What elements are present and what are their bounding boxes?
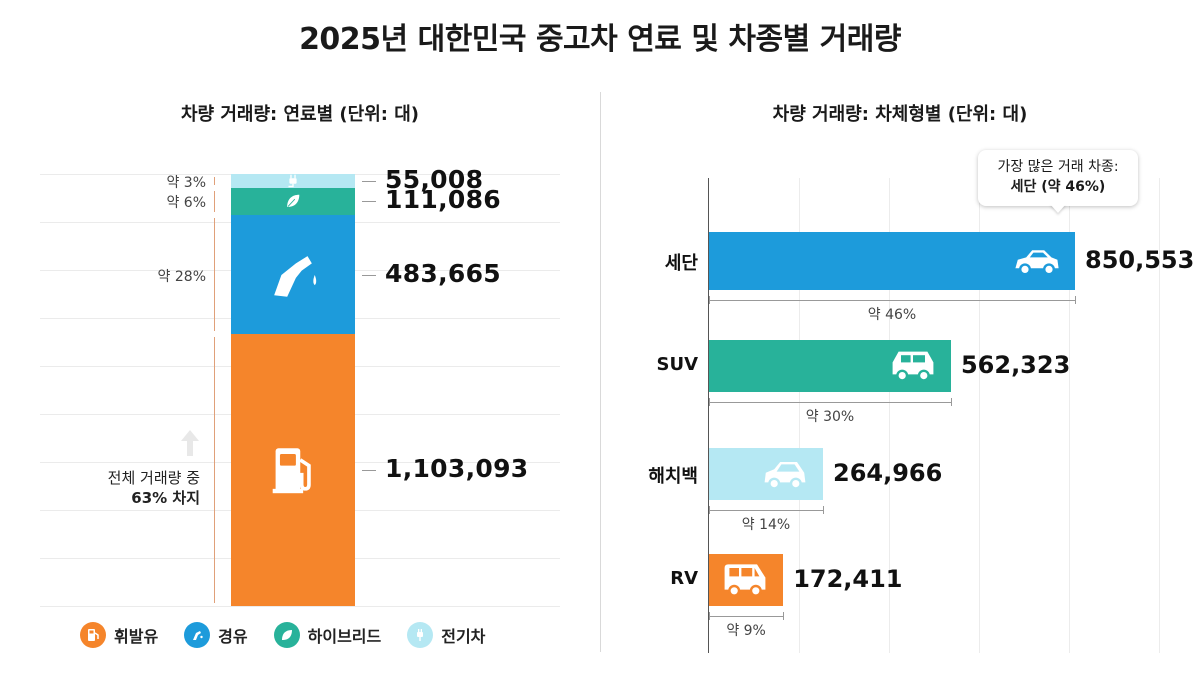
category-label-rv: RV (670, 568, 698, 589)
percent-span-cap (709, 296, 710, 304)
value-label-hatchback: 264,966 (833, 459, 943, 487)
category-label-hatchback: 해치백 (648, 466, 698, 487)
percent-span-cap (1075, 296, 1076, 304)
legend-label-hybrid: 하이브리드 (307, 627, 382, 646)
legend-label-diesel: 경유 (218, 627, 248, 646)
callout-tail (1050, 204, 1066, 213)
percent-label-sedan: 약 46% (867, 307, 917, 323)
segment-bracket (214, 337, 215, 603)
legend-item-gasoline: 휘발유 (80, 622, 158, 648)
percent-span-cap (823, 506, 825, 514)
sedan-icon (1015, 250, 1059, 276)
percent-span-line (709, 510, 824, 511)
percent-label-hybrid: 약 6% (166, 195, 206, 212)
value-leader (362, 201, 376, 203)
fuel-chart-title: 차량 거래량: 연료별 (단위: 대) (180, 104, 420, 125)
value-label-suv: 562,323 (960, 351, 1071, 379)
legend-item-diesel: 경유 (184, 622, 248, 648)
value-label-gasoline: 1,103,093 (385, 454, 529, 484)
gas-pump-icon (272, 448, 311, 494)
fuel-nozzle-icon (184, 622, 211, 648)
vertical-gridline (979, 178, 980, 653)
plug-icon (288, 174, 297, 187)
suv-icon (892, 351, 934, 382)
bar-sedan (709, 232, 1075, 290)
percent-label-electric: 약 3% (166, 174, 206, 191)
panel-divider (600, 92, 601, 652)
callout-line-2: 세단 (약 46%) (1010, 179, 1106, 195)
legend-item-hybrid: 하이브리드 (273, 622, 382, 648)
value-label-diesel: 483,665 (385, 258, 501, 288)
top-type-callout: 가장 많은 거래 차종: 세단 (약 46%) (978, 150, 1138, 206)
body-type-chart-title: 차량 거래량: 차체형별 (단위: 대) (772, 104, 1028, 125)
percent-span-cap (709, 506, 710, 514)
percent-span-cap (709, 612, 710, 620)
leaf-icon (287, 194, 300, 208)
legend-label-gasoline: 휘발유 (114, 627, 159, 646)
vertical-gridline (1069, 178, 1070, 653)
category-axis (708, 178, 709, 653)
chart-title: 2025년 대한민국 중고차 연료 및 차종별 거래량 (299, 22, 901, 57)
vertical-gridline (1159, 178, 1160, 653)
value-label-rv: 172,411 (793, 565, 903, 593)
percent-label-rv: 약 9% (726, 623, 766, 639)
segment-bracket (214, 190, 215, 212)
note-line-2: 63% 차지 (131, 489, 200, 507)
vertical-gridline (889, 178, 890, 653)
value-label-sedan: 850,553 (1085, 246, 1195, 274)
value-leader (362, 470, 376, 472)
segment-bracket (214, 217, 215, 332)
value-leader (362, 180, 376, 182)
percent-label-suv: 약 30% (805, 409, 855, 425)
legend-label-electric: 전기차 (441, 627, 486, 646)
legend-item-electric: 전기차 (407, 622, 485, 648)
segment-bracket (214, 177, 215, 185)
hatchback-icon (764, 462, 806, 490)
note-line-1: 전체 거래량 중 (107, 469, 200, 487)
vertical-gridline (799, 178, 800, 653)
fuel-nozzle-icon (274, 255, 317, 297)
percent-span-line (709, 300, 1075, 301)
percent-label-diesel: 약 28% (157, 268, 206, 285)
category-label-sedan: 세단 (664, 253, 698, 274)
fuel-legend: 휘발유 경유 하이브리드 전기차 (80, 622, 485, 648)
value-leader (362, 274, 376, 276)
category-label-suv: SUV (656, 354, 698, 375)
gas-pump-icon (80, 622, 106, 648)
value-label-hybrid: 111,086 (385, 185, 501, 215)
gasoline-share-note: 전체 거래량 중 63% 차지 (60, 468, 200, 508)
up-arrow-icon (181, 430, 199, 456)
plug-icon (407, 622, 434, 648)
van-icon (724, 564, 766, 597)
callout-line-1: 가장 많은 거래 차종: (997, 159, 1119, 175)
gridline (40, 606, 560, 607)
percent-span-line (709, 402, 951, 403)
percent-span-line (709, 616, 784, 617)
percent-span-cap (783, 612, 785, 620)
percent-label-hatchback: 약 14% (741, 517, 791, 533)
percent-span-cap (709, 398, 710, 406)
percent-span-cap (950, 398, 952, 406)
value-label-electric: 55,008 (385, 164, 484, 194)
leaf-icon (273, 622, 300, 648)
